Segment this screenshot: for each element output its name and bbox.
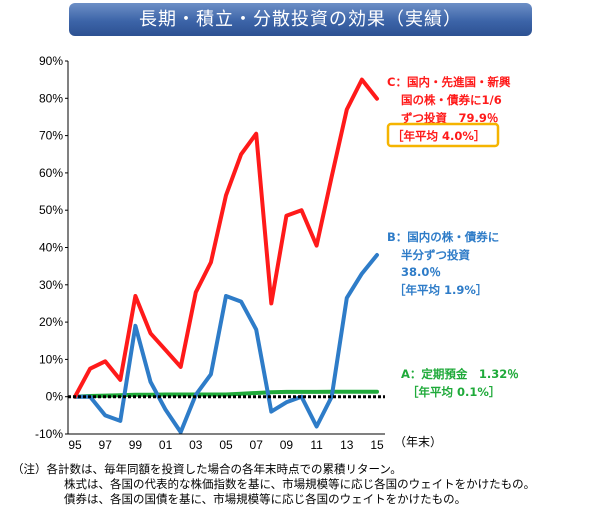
series-c-label: C：国内・先進国・新興 <box>387 75 511 89</box>
y-tick-label: -10% <box>35 427 63 441</box>
series-c-average-box <box>386 122 500 148</box>
x-tick-label: 05 <box>219 438 233 452</box>
x-axis: 95 97 99 01 03 05 07 09 11 13 15 （年末） <box>68 435 442 452</box>
x-tick-label: 11 <box>310 438 323 452</box>
x-tick-label: 07 <box>250 438 264 452</box>
footnotes: （注）各計数は、毎年同額を投資した場合の各年末時点での累積リターン。 株式は、各… <box>12 462 597 507</box>
series-c-label: ずつ投資 79.9％ <box>401 111 498 125</box>
series-c-line <box>73 77 379 399</box>
x-tick-label: 95 <box>68 438 82 452</box>
series-b-value: 38.0％ <box>401 265 441 279</box>
series-b-label: 半分ずつ投資 <box>401 248 470 262</box>
x-unit-label: （年末） <box>394 435 442 449</box>
y-tick-label: 70% <box>39 129 63 143</box>
y-tick-label: 60% <box>39 166 63 180</box>
y-tick-label: 40% <box>39 241 63 255</box>
series-b-line <box>73 253 379 435</box>
series-b-average: ［年平均 1.9%］ <box>394 283 487 297</box>
series-b-label: B：国内の株・債券に <box>387 230 499 244</box>
y-tick-label: 50% <box>39 203 63 217</box>
footnote-1: （注）各計数は、毎年同額を投資した場合の各年末時点での累積リターン。 <box>12 462 402 476</box>
y-tick-label: 10% <box>39 352 63 366</box>
x-tick-label: 01 <box>159 438 173 452</box>
x-tick-label: 97 <box>99 438 113 452</box>
footnote-2: 株式は、各国の代表的な株価指数を基に、市場規模等に応じ各国のウェイトをかけたもの… <box>64 477 536 491</box>
plot-lines <box>73 77 379 435</box>
series-a-average: ［年平均 0.1%］ <box>407 385 500 399</box>
chart-title: 長期・積立・分散投資の効果（実績） <box>69 3 532 36</box>
y-tick-label: 0% <box>46 390 64 404</box>
line-chart: 90% 80% 70% 60% 50% 40% 30% 20% 10% 0% -10% 95 97 99… <box>35 54 519 452</box>
x-tick-label: 99 <box>129 438 143 452</box>
x-tick-label: 15 <box>370 438 384 452</box>
y-axis: 90% 80% 70% 60% 50% 40% 30% 20% 10% 0% -10% <box>35 54 68 441</box>
y-tick-label: 20% <box>39 315 63 329</box>
footnote-3: 債券は、各国の国債を基に、市場規模等に応じ各国のウェイトをかけたもの。 <box>64 492 467 506</box>
y-tick-label: 90% <box>39 54 63 68</box>
x-tick-label: 09 <box>280 438 294 452</box>
series-c-average: ［年平均 4.0%］ <box>392 129 485 143</box>
series-c-label: 国の株・債券に1/6 <box>401 93 502 107</box>
x-tick-label: 13 <box>340 438 354 452</box>
axes <box>67 61 385 435</box>
y-tick-label: 80% <box>39 91 63 105</box>
y-tick-label: 30% <box>39 278 63 292</box>
x-tick-label: 03 <box>189 438 203 452</box>
series-a-label: A：定期預金 1.32％ <box>401 367 519 381</box>
